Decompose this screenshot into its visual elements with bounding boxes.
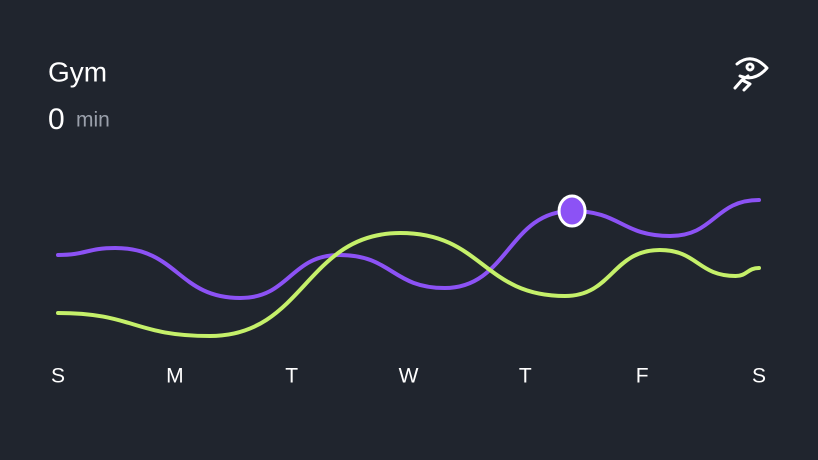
- title: Gym: [48, 56, 107, 87]
- x-tick-label: T: [285, 365, 298, 388]
- x-tick-label: S: [752, 365, 766, 388]
- unit: min: [76, 109, 110, 132]
- line: [56, 198, 761, 301]
- line: [56, 230, 761, 339]
- icon-part: [733, 74, 752, 92]
- x-tick-label: T: [519, 365, 532, 388]
- run-icon[interactable]: [733, 57, 769, 92]
- value: 0: [48, 103, 65, 136]
- x-tick-label: S: [51, 365, 65, 388]
- x-tick-label: M: [166, 365, 184, 388]
- icon-part: [735, 57, 769, 80]
- icon-part: [745, 62, 755, 72]
- x-tick-label: W: [399, 365, 419, 388]
- x-tick-label: F: [636, 365, 649, 388]
- highlight-point: [557, 194, 587, 228]
